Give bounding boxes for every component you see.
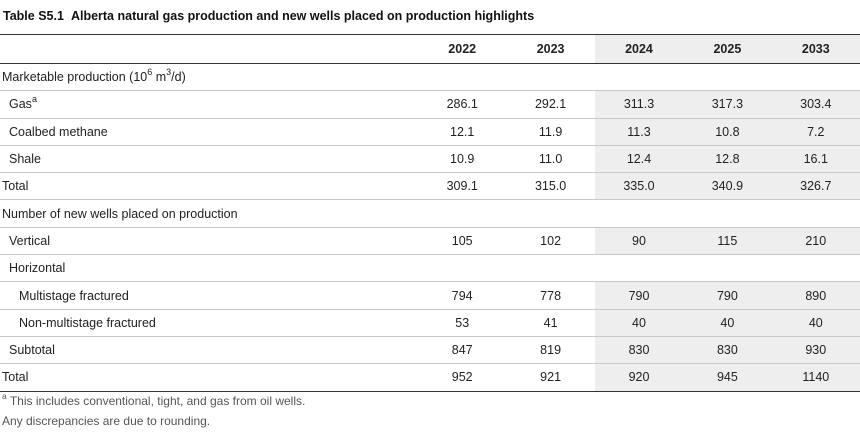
table-cell: 340.9 [683, 172, 772, 201]
table-cell: 12.8 [683, 145, 772, 174]
table-cell: 40 [771, 309, 860, 337]
table-cell: 921 [506, 363, 595, 392]
table-cell: 16.1 [771, 145, 860, 174]
year-header: 2025 [683, 34, 772, 64]
year-header: 2024 [594, 34, 684, 64]
table-cell: 830 [683, 336, 772, 365]
table-cell: 11.9 [506, 118, 595, 146]
table-cell: 12.4 [594, 145, 684, 174]
table-cell: 309.1 [418, 172, 507, 201]
table-cell: 930 [771, 336, 860, 365]
table-row-total: Total 309.1 315.0 335.0 340.9 326.7 [0, 172, 860, 201]
table-cell: 317.3 [683, 90, 772, 119]
section-row: Number of new wells placed on production [0, 199, 860, 228]
table-cell: 11.3 [594, 118, 684, 146]
footnote-marker: a [2, 391, 7, 401]
footnote-marker: a [31, 94, 37, 105]
year-header: 2033 [771, 34, 860, 64]
year-header: 2022 [418, 34, 507, 64]
table-cell: 10.8 [683, 118, 772, 146]
table-cell: 292.1 [506, 90, 595, 119]
row-label: Total [0, 363, 419, 392]
table-cell: 102 [506, 227, 595, 256]
table-cell: 952 [418, 363, 507, 392]
footnote: a This includes conventional, tight, and… [2, 392, 305, 412]
section-heading-production: Marketable production (106 m3/d) [0, 63, 860, 92]
table-row-subtotal: Subtotal 847 819 830 830 930 [0, 336, 860, 365]
row-label: Vertical [0, 227, 419, 256]
table-row: Non-multistage fractured 53 41 40 40 40 [0, 309, 860, 337]
table-row: Gasa 286.1 292.1 311.3 317.3 303.4 [0, 90, 860, 119]
subsection-row: Horizontal [0, 254, 860, 283]
table-cell: 53 [418, 309, 507, 337]
table-cell: 920 [594, 363, 684, 392]
table-row-total: Total 952 921 920 945 1140 [0, 363, 860, 392]
table-cell: 90 [594, 227, 684, 256]
table-number: Table S5.1 [3, 9, 64, 23]
table-cell: 40 [594, 309, 684, 337]
data-table: 2022 2023 2024 2025 2033 Marketable prod… [0, 34, 860, 392]
header-row: 2022 2023 2024 2025 2033 [0, 34, 860, 64]
table-row: Coalbed methane 12.1 11.9 11.3 10.8 7.2 [0, 118, 860, 146]
table-cell: 794 [418, 281, 507, 310]
row-label: Total [0, 172, 419, 201]
table-cell: 286.1 [418, 90, 507, 119]
table-cell: 115 [683, 227, 772, 256]
row-label: Gasa [0, 90, 419, 119]
table-cell: 830 [594, 336, 684, 365]
header-label-cell [0, 34, 419, 64]
table-cell: 303.4 [771, 90, 860, 119]
row-label: Coalbed methane [0, 118, 419, 146]
table-cell: 1140 [771, 363, 860, 392]
table-notes: a This includes conventional, tight, and… [2, 392, 305, 431]
section-row: Marketable production (106 m3/d) [0, 63, 860, 92]
year-header: 2023 [506, 34, 595, 64]
table-cell: 311.3 [594, 90, 684, 119]
footnote-text: This includes conventional, tight, and g… [6, 394, 306, 408]
row-label: Shale [0, 145, 419, 174]
table-cell: 40 [683, 309, 772, 337]
table-row: Shale 10.9 11.0 12.4 12.8 16.1 [0, 145, 860, 174]
row-label: Non-multistage fractured [0, 309, 419, 337]
table-row: Multistage fractured 794 778 790 790 890 [0, 281, 860, 310]
table-cell: 105 [418, 227, 507, 256]
table-title-text: Alberta natural gas production and new w… [70, 9, 535, 23]
table-cell: 819 [506, 336, 595, 365]
table-cell: 945 [683, 363, 772, 392]
table-title: Table S5.1 Alberta natural gas productio… [3, 9, 534, 23]
table-cell: 890 [771, 281, 860, 310]
table-cell: 12.1 [418, 118, 507, 146]
table-cell: 11.0 [506, 145, 595, 174]
row-label: Multistage fractured [0, 281, 419, 310]
row-label: Horizontal [0, 254, 860, 283]
table-cell: 847 [418, 336, 507, 365]
rounding-note: Any discrepancies are due to rounding. [2, 413, 211, 428]
table-cell: 335.0 [594, 172, 684, 201]
table-cell: 326.7 [771, 172, 860, 201]
table-cell: 790 [683, 281, 772, 310]
section-heading-wells: Number of new wells placed on production [0, 199, 860, 228]
row-label: Subtotal [0, 336, 419, 365]
table-cell: 778 [506, 281, 595, 310]
table-cell: 41 [506, 309, 595, 337]
table-row: Vertical 105 102 90 115 210 [0, 227, 860, 256]
table-cell: 790 [594, 281, 684, 310]
table-cell: 10.9 [418, 145, 507, 174]
table-cell: 7.2 [771, 118, 860, 146]
table-cell: 210 [771, 227, 860, 256]
table-cell: 315.0 [506, 172, 595, 201]
